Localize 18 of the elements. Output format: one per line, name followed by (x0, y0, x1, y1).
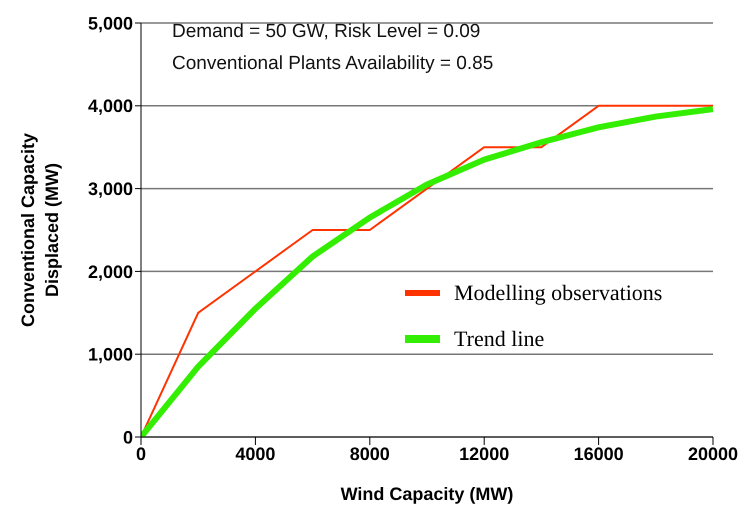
x-tick-label: 16000 (574, 444, 624, 464)
y-tick-label: 4,000 (88, 96, 133, 116)
y-tick-label: 2,000 (88, 262, 133, 282)
annotation: Conventional Plants Availability = 0.85 (172, 52, 494, 76)
legend-label: Trend line (454, 326, 544, 352)
y-tick-label: 3,000 (88, 178, 133, 199)
y-tick-label: 1,000 (88, 344, 133, 365)
x-axis-title: Wind Capacity (MW) (340, 484, 514, 504)
legend-label: Modelling observations (454, 280, 662, 306)
x-tick-label: 12000 (459, 444, 510, 464)
x-tick-label: 8000 (350, 444, 390, 464)
y-axis-title: Conventional Capacity Displaced (MW) (17, 132, 63, 330)
x-tick-label: 20000 (688, 444, 738, 464)
annotation: Demand = 50 GW, Risk Level = 0.09 (172, 20, 482, 44)
y-tick-label: 5,000 (88, 13, 133, 34)
x-tick-label: 4000 (235, 444, 276, 464)
x-tick-label: 0 (136, 444, 146, 464)
y-tick-label: 0 (122, 427, 133, 448)
